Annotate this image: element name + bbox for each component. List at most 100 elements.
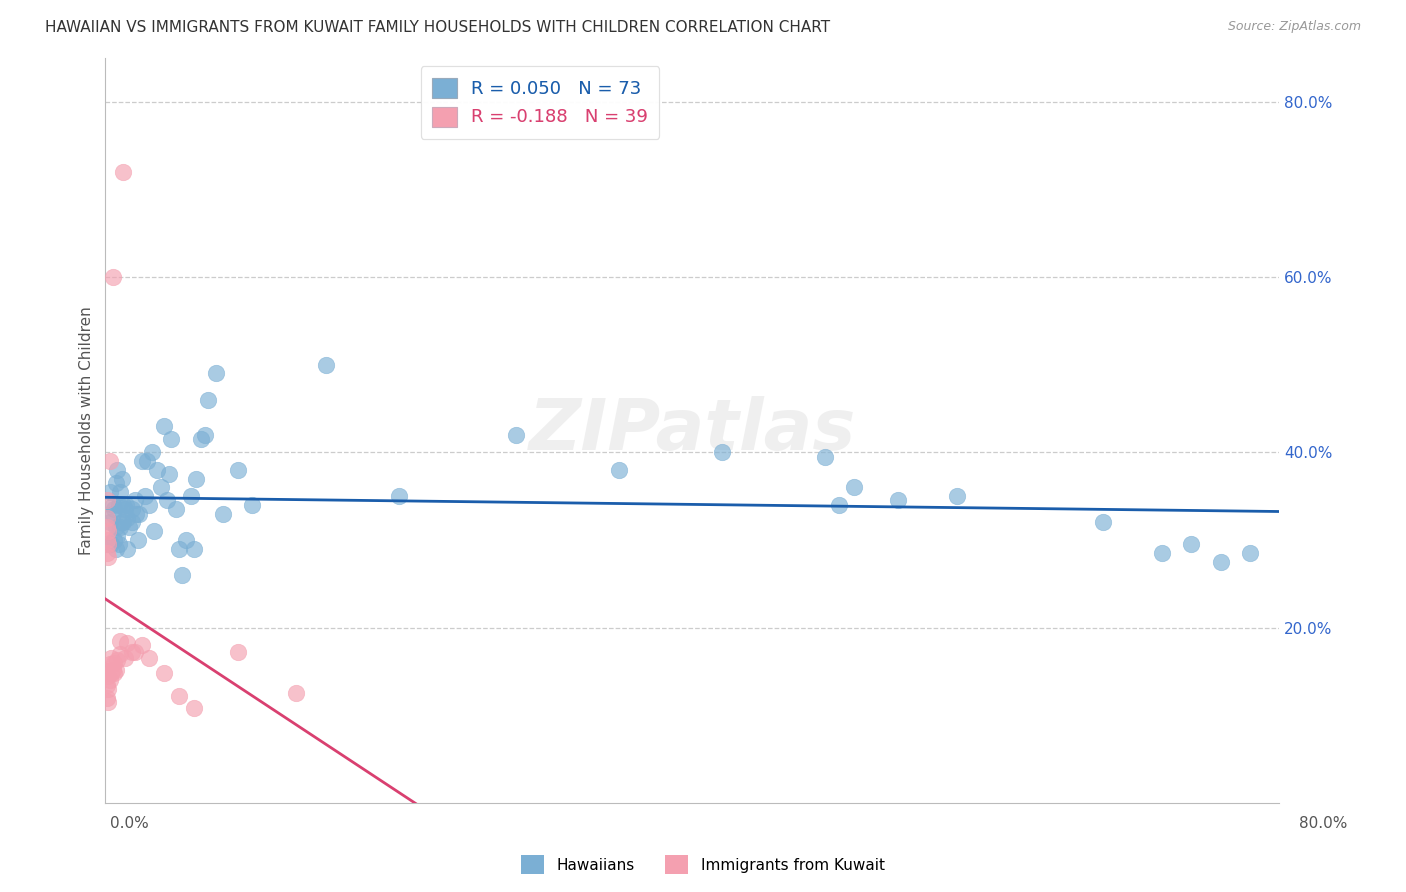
- Point: [124, 645, 146, 659]
- Point: [211, 507, 233, 521]
- Point: [96, 520, 118, 534]
- Point: [226, 463, 249, 477]
- Point: [97, 695, 120, 709]
- Point: [131, 638, 153, 652]
- Point: [103, 656, 125, 670]
- Point: [112, 165, 135, 179]
- Point: [285, 686, 308, 700]
- Point: [710, 445, 733, 459]
- Point: [121, 645, 143, 659]
- Point: [110, 472, 132, 486]
- Point: [204, 367, 226, 381]
- Point: [138, 651, 160, 665]
- Point: [104, 663, 127, 677]
- Point: [887, 493, 910, 508]
- Point: [117, 541, 139, 556]
- Point: [1180, 537, 1202, 551]
- Point: [174, 533, 197, 547]
- Point: [186, 472, 208, 486]
- Point: [945, 489, 967, 503]
- Point: [103, 502, 125, 516]
- Point: [110, 516, 132, 530]
- Point: [96, 546, 118, 560]
- Y-axis label: Family Households with Children: Family Households with Children: [79, 306, 94, 555]
- Point: [98, 657, 121, 672]
- Point: [153, 666, 176, 681]
- Legend: R = 0.050   N = 73, R = -0.188   N = 39: R = 0.050 N = 73, R = -0.188 N = 39: [420, 66, 659, 138]
- Text: ZIPatlas: ZIPatlas: [529, 396, 856, 465]
- Point: [165, 502, 187, 516]
- Point: [96, 511, 118, 525]
- Point: [138, 498, 160, 512]
- Point: [121, 502, 143, 516]
- Point: [96, 533, 118, 547]
- Point: [146, 463, 169, 477]
- Point: [1150, 546, 1173, 560]
- Point: [135, 454, 157, 468]
- Point: [108, 484, 131, 499]
- Point: [157, 467, 180, 482]
- Point: [112, 498, 135, 512]
- Point: [97, 524, 120, 538]
- Point: [121, 516, 143, 530]
- Point: [117, 636, 139, 650]
- Point: [108, 647, 131, 661]
- Point: [103, 533, 125, 547]
- Point: [607, 463, 630, 477]
- Point: [1239, 546, 1261, 560]
- Point: [842, 480, 865, 494]
- Point: [97, 681, 120, 696]
- Point: [103, 666, 125, 681]
- Point: [101, 507, 124, 521]
- Point: [134, 489, 156, 503]
- Point: [156, 493, 179, 508]
- Point: [190, 432, 212, 446]
- Point: [100, 651, 122, 665]
- Point: [107, 537, 129, 551]
- Point: [131, 454, 153, 468]
- Point: [167, 689, 190, 703]
- Point: [104, 520, 127, 534]
- Point: [150, 480, 173, 494]
- Point: [315, 358, 337, 372]
- Point: [117, 511, 139, 525]
- Point: [105, 463, 128, 477]
- Point: [240, 498, 263, 512]
- Point: [97, 669, 120, 683]
- Point: [125, 507, 148, 521]
- Point: [127, 533, 149, 547]
- Point: [153, 419, 176, 434]
- Legend: Hawaiians, Immigrants from Kuwait: Hawaiians, Immigrants from Kuwait: [516, 849, 890, 880]
- Point: [112, 516, 135, 530]
- Point: [97, 550, 120, 565]
- Text: 80.0%: 80.0%: [1299, 816, 1347, 831]
- Point: [108, 633, 131, 648]
- Point: [115, 498, 138, 512]
- Point: [96, 665, 118, 679]
- Point: [96, 677, 118, 691]
- Point: [97, 537, 120, 551]
- Point: [107, 498, 129, 512]
- Point: [142, 524, 165, 538]
- Point: [194, 427, 217, 442]
- Text: HAWAIIAN VS IMMIGRANTS FROM KUWAIT FAMILY HOUSEHOLDS WITH CHILDREN CORRELATION C: HAWAIIAN VS IMMIGRANTS FROM KUWAIT FAMIL…: [45, 20, 830, 35]
- Point: [183, 541, 205, 556]
- Point: [98, 673, 121, 687]
- Point: [1209, 555, 1232, 569]
- Point: [388, 489, 411, 503]
- Point: [828, 498, 851, 512]
- Point: [813, 450, 835, 464]
- Point: [101, 663, 124, 677]
- Point: [180, 489, 202, 503]
- Point: [124, 493, 146, 508]
- Point: [96, 690, 118, 705]
- Point: [183, 701, 205, 715]
- Point: [104, 541, 127, 556]
- Point: [170, 568, 193, 582]
- Point: [101, 498, 124, 512]
- Point: [98, 454, 121, 468]
- Point: [167, 541, 190, 556]
- Point: [105, 528, 128, 542]
- Point: [96, 493, 118, 508]
- Point: [226, 645, 249, 659]
